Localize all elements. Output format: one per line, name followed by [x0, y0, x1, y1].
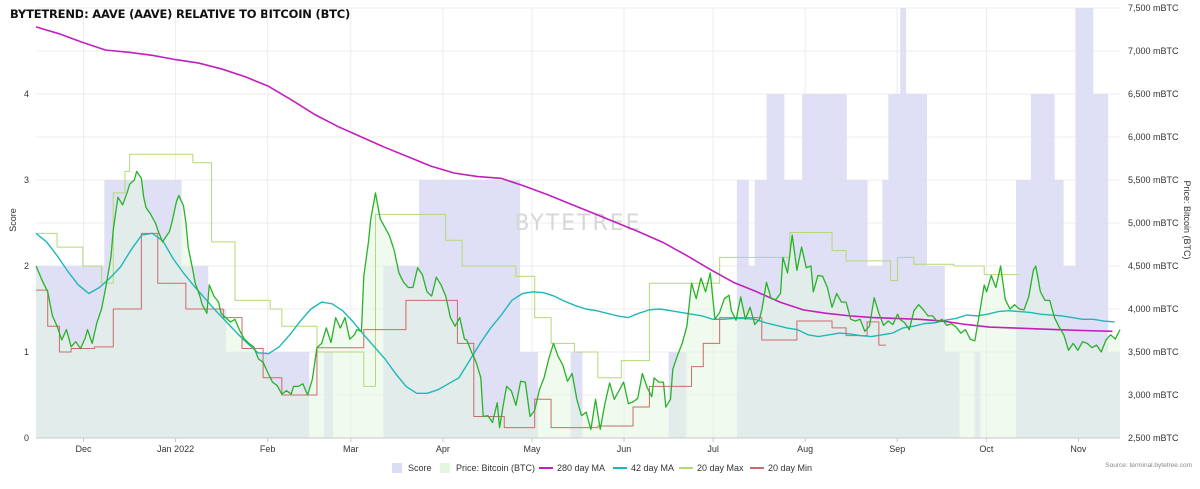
x-tick-label: Oct — [979, 444, 994, 454]
legend-label: 42 day MA — [631, 463, 674, 473]
x-tick-label: Mar — [343, 444, 359, 454]
series-280-day-ma-line — [35, 26, 1113, 333]
legend-item[interactable]: 280 day MA — [539, 463, 605, 473]
legend-swatch — [440, 463, 450, 473]
right-tick-label: 4,000 mBTC — [1128, 304, 1179, 314]
x-tick-label: Dec — [76, 444, 93, 454]
x-tick-label: Jul — [707, 444, 719, 454]
right-tick-label: 7,000 mBTC — [1128, 46, 1179, 56]
legend-label: 20 day Max — [697, 463, 744, 473]
right-tick-label: 3,000 mBTC — [1128, 390, 1179, 400]
x-tick-label: Sep — [889, 444, 905, 454]
source-text: Source: terminal.bytetree.com — [1105, 462, 1192, 469]
left-tick-label: 0 — [24, 433, 29, 443]
legend-item[interactable]: Price: Bitcoin (BTC) — [440, 463, 535, 473]
right-tick-label: 2,500 mBTC — [1128, 433, 1179, 443]
right-tick-label: 5,000 mBTC — [1128, 218, 1179, 228]
left-tick-label: 3 — [24, 175, 29, 185]
left-axis-title: Score — [8, 208, 18, 232]
left-tick-label: 1 — [24, 347, 29, 357]
right-tick-label: 6,500 mBTC — [1128, 89, 1179, 99]
x-tick-label: Feb — [260, 444, 276, 454]
right-tick-label: 3,500 mBTC — [1128, 347, 1179, 357]
chart-title: BYTETREND: AAVE (AAVE) RELATIVE TO BITCO… — [10, 7, 351, 21]
legend-item[interactable]: 42 day MA — [613, 463, 674, 473]
series-20-day-min-line — [36, 232, 886, 429]
legend-label: 280 day MA — [557, 463, 605, 473]
legend-swatch — [392, 463, 402, 473]
legend-label: Score — [408, 463, 432, 473]
legend-item[interactable]: Score — [392, 463, 432, 473]
series-42-day-ma-line — [35, 232, 1115, 394]
right-tick-label: 5,500 mBTC — [1128, 175, 1179, 185]
right-axis-title: Price: Bitcoin (BTC) — [1182, 180, 1192, 259]
series-price-area — [36, 171, 1120, 438]
series-20-day-max-line — [36, 153, 1020, 387]
right-tick-label: 6,000 mBTC — [1128, 132, 1179, 142]
left-tick-label: 4 — [24, 89, 29, 99]
x-tick-label: Aug — [797, 444, 813, 454]
left-tick-label: 2 — [24, 261, 29, 271]
x-tick-label: Apr — [436, 444, 450, 454]
right-tick-label: 7,500 mBTC — [1128, 3, 1179, 13]
price-fill-layer — [36, 171, 1120, 438]
legend-label: 20 day Min — [768, 463, 812, 473]
watermark: BYTETREE — [514, 211, 641, 236]
x-tick-label: May — [523, 444, 541, 454]
axis-layer: 2,500 mBTC 3,000 mBTC 3,500 mBTC 4,000 mBTC… — [24, 3, 1179, 454]
x-tick-label: Jan 2022 — [157, 444, 194, 454]
legend-label: Price: Bitcoin (BTC) — [456, 463, 535, 473]
right-tick-label: 4,500 mBTC — [1128, 261, 1179, 271]
x-tick-label: Jun — [617, 444, 632, 454]
legend-item[interactable]: 20 day Max — [679, 463, 744, 473]
line-layer — [35, 26, 1121, 431]
series-price-line — [35, 170, 1121, 431]
x-tick-label: Nov — [1070, 444, 1087, 454]
legend-item[interactable]: 20 day Min — [750, 463, 812, 473]
legend: Score Price: Bitcoin (BTC) 280 day MA 42 da… — [392, 463, 812, 473]
